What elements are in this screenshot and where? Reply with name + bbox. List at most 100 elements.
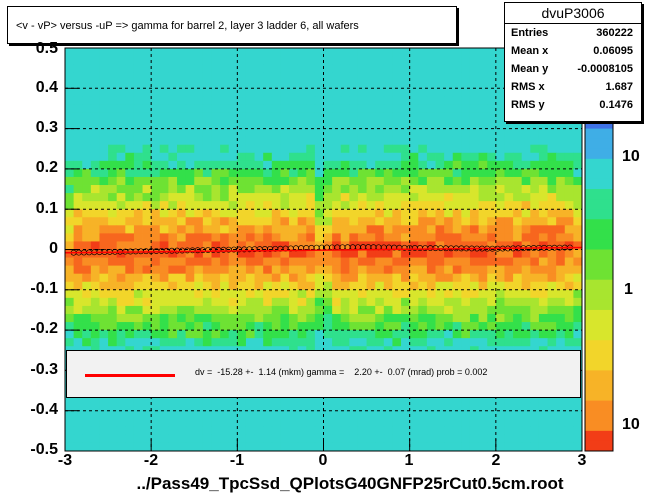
heatmap-cell <box>435 160 445 170</box>
heatmap-cell <box>271 168 281 178</box>
heatmap-cell <box>168 257 178 267</box>
heatmap-cell <box>90 88 100 97</box>
heatmap-cell <box>409 80 419 89</box>
heatmap-cell <box>271 152 281 162</box>
heatmap-cell <box>194 185 204 194</box>
heatmap-cell <box>573 281 583 291</box>
heatmap-cell <box>469 56 479 65</box>
heatmap-cell <box>426 233 436 242</box>
heatmap-cell <box>151 128 161 138</box>
heatmap-cell <box>245 418 255 428</box>
heatmap-cell <box>375 112 385 121</box>
heatmap-cell <box>108 160 118 170</box>
heatmap-cell <box>73 225 83 234</box>
heatmap-cell <box>194 64 204 73</box>
heatmap-cell <box>185 418 195 428</box>
heatmap-cell <box>366 418 376 428</box>
heatmap-cell <box>125 402 135 412</box>
heatmap-cell <box>375 257 385 267</box>
heatmap-cell <box>142 273 152 283</box>
heatmap-cell <box>504 418 514 428</box>
heatmap-cell <box>65 168 75 178</box>
heatmap-cell <box>392 120 402 129</box>
heatmap-cell <box>564 322 574 331</box>
heatmap-cell <box>375 297 385 307</box>
heatmap-cell <box>116 305 126 315</box>
heatmap-cell <box>349 72 359 81</box>
heatmap-cell <box>185 48 195 57</box>
heatmap-cell <box>349 56 359 65</box>
heatmap-cell <box>220 241 230 250</box>
heatmap-cell <box>469 128 479 138</box>
palette-cell <box>585 410 613 422</box>
heatmap-cell <box>65 273 75 283</box>
heatmap-cell <box>444 265 454 275</box>
heatmap-cell <box>125 265 135 275</box>
heatmap-cell <box>168 233 178 242</box>
heatmap-cell <box>297 128 307 138</box>
heatmap-cell <box>401 434 411 444</box>
heatmap-cell <box>125 305 135 315</box>
heatmap-cell <box>108 209 118 218</box>
heatmap-cell <box>357 297 367 307</box>
heatmap-cell <box>426 418 436 428</box>
heatmap-cell <box>487 313 497 323</box>
heatmap-cell <box>289 257 299 267</box>
heatmap-cell <box>142 160 152 170</box>
heatmap-cell <box>538 394 548 404</box>
heatmap-cell <box>418 410 428 420</box>
heatmap-cell <box>245 88 255 97</box>
heatmap-cell <box>73 136 83 146</box>
heatmap-cell <box>469 338 479 347</box>
heatmap-cell <box>418 120 428 129</box>
heatmap-cell <box>392 80 402 89</box>
heatmap-cell <box>513 225 523 234</box>
heatmap-cell <box>392 281 402 291</box>
heatmap-cell <box>469 249 479 258</box>
heatmap-cell <box>530 313 540 323</box>
heatmap-cell <box>82 217 92 226</box>
heatmap-cell <box>383 152 393 162</box>
heatmap-cell <box>461 394 471 404</box>
heatmap-cell <box>133 152 143 162</box>
heatmap-cell <box>263 402 273 412</box>
heatmap-cell <box>245 152 255 162</box>
heatmap-cell <box>116 289 126 299</box>
heatmap-cell <box>452 201 462 210</box>
heatmap-cell <box>289 322 299 331</box>
heatmap-cell <box>418 297 428 307</box>
heatmap-cell <box>513 394 523 404</box>
heatmap-cell <box>168 185 178 194</box>
heatmap-cell <box>73 394 83 404</box>
heatmap-cell <box>237 112 247 121</box>
heatmap-cell <box>461 233 471 242</box>
palette-cell <box>585 289 613 301</box>
heatmap-cell <box>211 426 221 436</box>
heatmap-cell <box>556 136 566 146</box>
heatmap-cell <box>142 185 152 194</box>
heatmap-cell <box>332 104 342 113</box>
heatmap-cell <box>254 418 264 428</box>
heatmap-cell <box>168 96 178 105</box>
heatmap-cell <box>289 402 299 412</box>
heatmap-cell <box>340 265 350 275</box>
heatmap-cell <box>177 442 187 452</box>
heatmap-cell <box>323 193 333 202</box>
heatmap-cell <box>220 152 230 162</box>
heatmap-cell <box>357 217 367 226</box>
heatmap-cell <box>108 249 118 258</box>
heatmap-cell <box>99 56 109 65</box>
heatmap-cell <box>487 289 497 299</box>
heatmap-cell <box>401 209 411 218</box>
heatmap-cell <box>530 289 540 299</box>
z-tick-label: 1 <box>624 281 633 298</box>
heatmap-cell <box>323 104 333 113</box>
heatmap-cell <box>556 128 566 138</box>
heatmap-cell <box>306 168 316 178</box>
heatmap-cell <box>185 136 195 146</box>
heatmap-cell <box>314 96 324 105</box>
heatmap-cell <box>185 88 195 97</box>
heatmap-cell <box>487 209 497 218</box>
x-tick-label: 2 <box>491 452 501 469</box>
heatmap-cell <box>452 434 462 444</box>
